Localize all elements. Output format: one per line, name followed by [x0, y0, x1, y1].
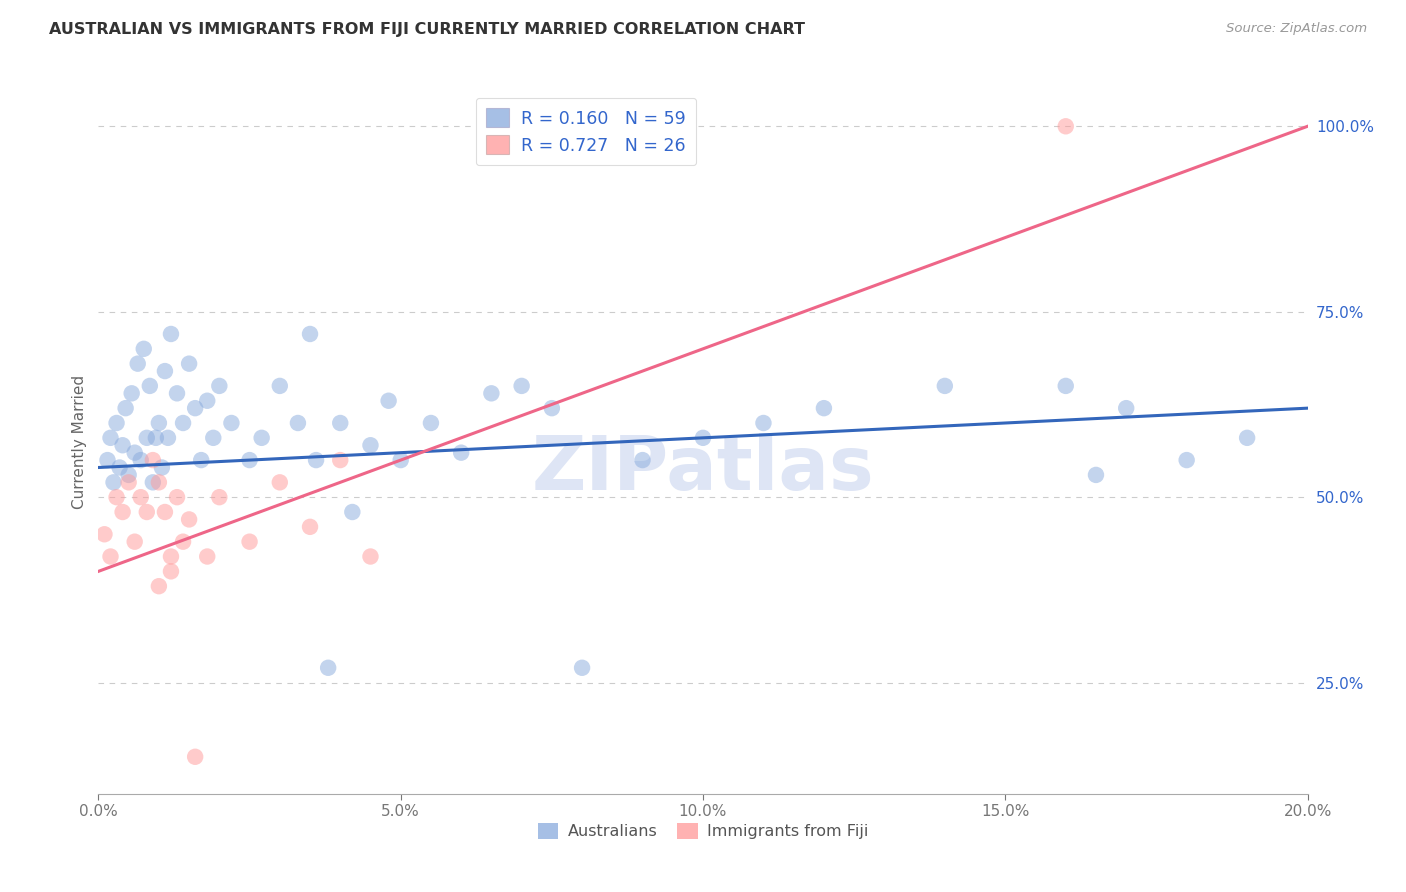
Point: [1054, 120, 1077, 134]
Point: [420, 416, 443, 430]
Legend: Australians, Immigrants from Fiji: Australians, Immigrants from Fiji: [531, 816, 875, 846]
Point: [148, 475, 170, 490]
Point: [153, 505, 176, 519]
Point: [118, 475, 141, 490]
Point: [96, 453, 118, 467]
Point: [172, 534, 194, 549]
Point: [127, 357, 149, 371]
Point: [316, 661, 339, 675]
Point: [142, 475, 165, 490]
Point: [100, 431, 122, 445]
Point: [135, 431, 157, 445]
Point: [342, 505, 364, 519]
Point: [150, 460, 173, 475]
Point: [287, 416, 309, 430]
Point: [124, 534, 146, 549]
Point: [124, 445, 146, 459]
Point: [166, 386, 188, 401]
Point: [329, 453, 352, 467]
Point: [269, 475, 291, 490]
Point: [108, 460, 131, 475]
Point: [752, 416, 775, 430]
Point: [195, 393, 218, 408]
Point: [208, 490, 231, 504]
Point: [184, 401, 207, 416]
Point: [510, 379, 533, 393]
Point: [360, 549, 382, 564]
Point: [299, 326, 322, 341]
Point: [118, 467, 141, 482]
Point: [221, 416, 243, 430]
Point: [179, 512, 201, 526]
Point: [481, 386, 503, 401]
Point: [934, 379, 956, 393]
Point: [184, 749, 207, 764]
Point: [121, 386, 143, 401]
Point: [148, 416, 170, 430]
Point: [148, 579, 170, 593]
Point: [153, 364, 176, 378]
Point: [450, 445, 472, 459]
Point: [208, 379, 231, 393]
Point: [160, 326, 183, 341]
Point: [111, 505, 134, 519]
Point: [1175, 453, 1198, 467]
Point: [93, 527, 115, 541]
Point: [132, 342, 155, 356]
Point: [269, 379, 291, 393]
Y-axis label: Currently Married: Currently Married: [72, 375, 87, 508]
Point: [305, 453, 328, 467]
Point: [299, 520, 322, 534]
Point: [360, 438, 382, 452]
Point: [389, 453, 412, 467]
Point: [160, 565, 183, 579]
Point: [631, 453, 654, 467]
Point: [142, 453, 165, 467]
Point: [1115, 401, 1137, 416]
Point: [1054, 379, 1077, 393]
Point: [239, 453, 262, 467]
Point: [179, 357, 201, 371]
Point: [129, 490, 152, 504]
Point: [250, 431, 273, 445]
Point: [329, 416, 352, 430]
Point: [540, 401, 562, 416]
Point: [114, 401, 136, 416]
Point: [1085, 467, 1108, 482]
Point: [129, 453, 152, 467]
Point: [135, 505, 157, 519]
Point: [195, 549, 218, 564]
Point: [1236, 431, 1258, 445]
Text: ZIPatlas: ZIPatlas: [531, 434, 875, 507]
Text: AUSTRALIAN VS IMMIGRANTS FROM FIJI CURRENTLY MARRIED CORRELATION CHART: AUSTRALIAN VS IMMIGRANTS FROM FIJI CURRE…: [49, 22, 806, 37]
Point: [100, 549, 122, 564]
Text: Source: ZipAtlas.com: Source: ZipAtlas.com: [1226, 22, 1367, 36]
Point: [105, 490, 128, 504]
Point: [103, 475, 125, 490]
Point: [139, 379, 162, 393]
Point: [377, 393, 399, 408]
Point: [692, 431, 714, 445]
Point: [202, 431, 225, 445]
Point: [190, 453, 212, 467]
Point: [156, 431, 179, 445]
Point: [160, 549, 183, 564]
Point: [813, 401, 835, 416]
Point: [145, 431, 167, 445]
Point: [105, 416, 128, 430]
Point: [172, 416, 194, 430]
Point: [239, 534, 262, 549]
Point: [111, 438, 134, 452]
Point: [166, 490, 188, 504]
Point: [571, 661, 593, 675]
